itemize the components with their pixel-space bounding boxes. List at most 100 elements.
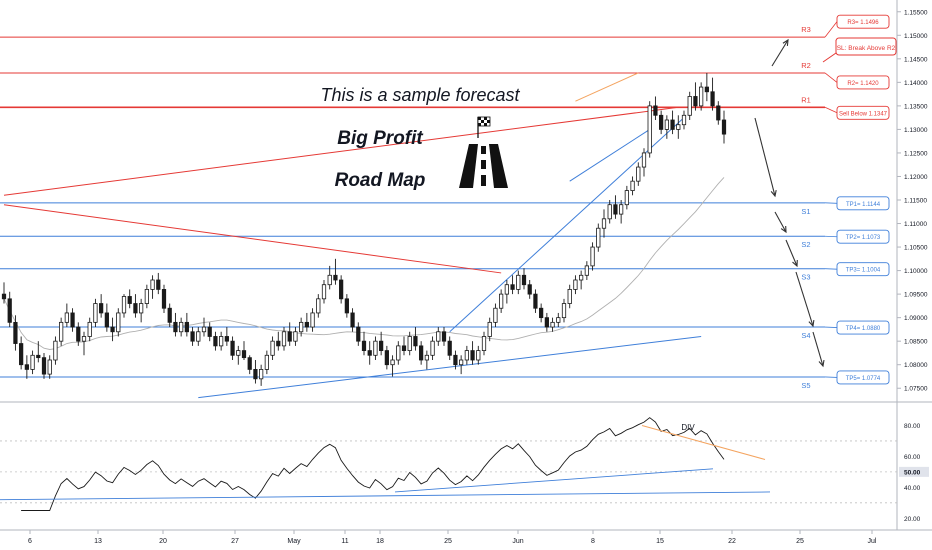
candle-down [544, 317, 549, 328]
candle-up [316, 298, 321, 314]
candle-down [379, 340, 384, 351]
forecast-arrow-down-3 [785, 239, 798, 267]
time-tick-label: Jun [512, 538, 523, 545]
forecast-arrow-down-5 [812, 331, 824, 367]
price-tick-label: 1.09000 [904, 315, 928, 322]
forecast-arrow-down-2 [774, 211, 787, 233]
candle-up [179, 321, 184, 333]
candle-up [516, 274, 521, 290]
level-callout-box [836, 196, 890, 211]
price-tick-label: 1.15500 [904, 9, 928, 16]
candle-down [693, 96, 698, 107]
short-blue-trendline [569, 128, 650, 182]
candle-down [384, 350, 389, 366]
level-name-r3: R3 [801, 25, 811, 34]
candle-down [36, 354, 41, 359]
candle-down [510, 284, 515, 290]
candle-down [333, 274, 338, 281]
rising-red-trendline [3, 106, 679, 196]
chart-title: This is a sample forecast [320, 85, 520, 105]
grid [0, 0, 932, 531]
candle-up [481, 336, 487, 351]
price-tick-label: 1.08000 [904, 362, 928, 369]
price-tick-label: 1.10000 [904, 268, 928, 275]
level-name-s2: S2 [801, 240, 810, 249]
level-callout-label: R3= 1.1496 [847, 20, 879, 26]
candle-up [493, 307, 498, 323]
candle-up [424, 354, 429, 361]
candle-up [584, 265, 589, 276]
level-callout-box [836, 370, 890, 385]
candle-down [173, 321, 178, 333]
candle-down [161, 289, 167, 309]
level-callout-label: Sell Below 1.1347 [839, 111, 888, 117]
candle-down [41, 357, 47, 375]
time-tick-label: May [287, 538, 301, 545]
price-tick-label: 1.09500 [904, 292, 928, 299]
level-name-s5: S5 [801, 381, 810, 390]
candle-up [264, 354, 269, 370]
candle-up [59, 321, 64, 342]
candle-up [664, 119, 669, 130]
level-callout-pointer [824, 326, 838, 328]
candle-down [721, 119, 727, 135]
candle-up [87, 321, 92, 337]
candle-down [104, 312, 109, 328]
candle-up [487, 321, 492, 337]
time-axis: 6 13 20 27 May 11 18 25 Jun 8 15 22 25 Jul [28, 530, 877, 545]
candle-down [453, 354, 458, 366]
candle-up [699, 86, 704, 107]
forecast-arrow-down-2-head [780, 225, 787, 234]
price-tick-label: 1.11000 [904, 221, 927, 228]
stop-loss-label: SL: Break Above R2 [837, 45, 896, 52]
level-callout-box [836, 229, 890, 244]
price-tick-label: 1.12500 [904, 150, 928, 157]
rsi-line [21, 417, 725, 511]
candle-up [459, 359, 464, 366]
wedge-orange-line [575, 72, 639, 102]
price-tick-label: 1.15000 [904, 33, 928, 40]
candle-down [527, 284, 532, 295]
price-tick-label: 1.14000 [904, 80, 928, 87]
level-callout-label: TP1= 1.1144 [846, 202, 881, 208]
falling-red-trendline [3, 204, 502, 274]
rsi-divergence-label: DIV [681, 423, 695, 432]
stop-loss-callout: SL: Break Above R2 [822, 37, 897, 63]
level-name-r2: R2 [801, 61, 811, 70]
candle-up [607, 204, 612, 220]
level-callout-label: TP3= 1.1004 [846, 268, 881, 274]
candle-down [13, 321, 18, 344]
candle-down [539, 307, 544, 319]
time-tick-label: 18 [376, 538, 384, 545]
forecast-arrow-down-1 [754, 117, 776, 197]
forecast-arrow-down-3-head [792, 259, 798, 268]
level-callout-box [836, 105, 890, 120]
candle-down [350, 312, 355, 328]
price-axis: 1.15500 1.15000 1.14500 1.14000 1.13500 1.130… [897, 9, 928, 393]
candle-down [367, 350, 372, 356]
time-tick-label: 25 [796, 538, 804, 545]
candle-down [413, 336, 418, 347]
candle-up [259, 369, 264, 380]
candle-down [339, 279, 344, 300]
candle-down [470, 350, 475, 361]
candle-up [596, 227, 601, 248]
candle-up [567, 289, 572, 304]
candle-up [630, 180, 635, 191]
candle-up [144, 289, 149, 304]
candlestick-series [1, 72, 727, 386]
time-tick-label: 25 [444, 538, 452, 545]
candle-down [287, 331, 292, 342]
forecast-arrow-down-1-head [770, 190, 777, 198]
level-name-s4: S4 [801, 331, 810, 340]
level-labels: R3 R3= 1.1496 R2 R2= 1.1420 R1 Sell Below 1.1… [801, 14, 890, 390]
candle-down [356, 326, 361, 342]
level-name-r1: R1 [801, 95, 811, 104]
candle-up [299, 321, 304, 333]
candle-up [681, 114, 687, 126]
forecast-arrow-down-4-head [808, 319, 815, 328]
candle-down [230, 340, 235, 356]
candle-down [361, 340, 367, 351]
level-callout-pointer [824, 376, 838, 378]
